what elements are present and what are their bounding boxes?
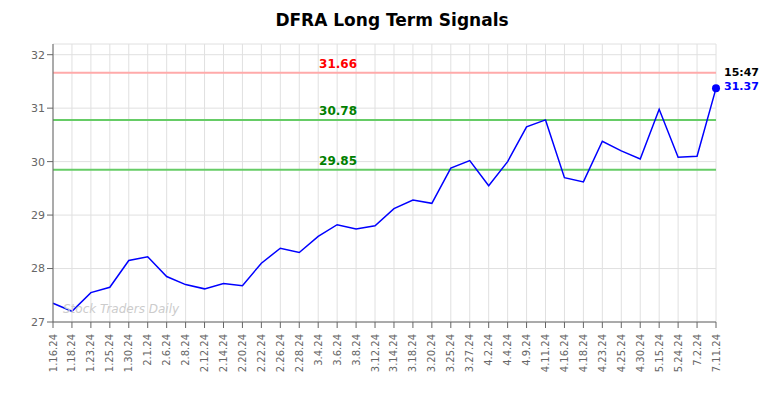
svg-text:32: 32 [31, 49, 45, 62]
svg-text:15:47: 15:47 [724, 66, 759, 79]
svg-text:2.22.24: 2.22.24 [256, 334, 267, 372]
svg-text:2.14.24: 2.14.24 [218, 334, 229, 372]
svg-text:5.15.24: 5.15.24 [654, 334, 665, 372]
svg-text:1.18.24: 1.18.24 [66, 334, 77, 372]
svg-text:2.1.24: 2.1.24 [142, 334, 153, 366]
svg-text:2.6.24: 2.6.24 [161, 334, 172, 366]
svg-text:29.85: 29.85 [319, 154, 357, 168]
svg-text:2.20.24: 2.20.24 [237, 334, 248, 372]
svg-text:3.20.24: 3.20.24 [426, 334, 437, 372]
svg-text:1.30.24: 1.30.24 [123, 334, 134, 372]
svg-text:7.2.24: 7.2.24 [692, 334, 703, 366]
svg-text:31: 31 [31, 102, 45, 115]
svg-text:4.9.24: 4.9.24 [521, 334, 532, 366]
svg-text:3.27.24: 3.27.24 [464, 334, 475, 372]
svg-text:2.12.24: 2.12.24 [199, 334, 210, 372]
html-text:DFRA Long Term Signals: DFRA Long Term Signals [275, 10, 509, 30]
svg-text:3.6.24: 3.6.24 [332, 334, 343, 366]
svg-text:27: 27 [31, 316, 45, 329]
svg-text:4.16.24: 4.16.24 [559, 334, 570, 372]
svg-text:4.2.24: 4.2.24 [483, 334, 494, 366]
svg-text:30: 30 [31, 156, 45, 169]
svg-text:4.23.24: 4.23.24 [597, 334, 608, 372]
svg-text:7.11.24: 7.11.24 [711, 334, 722, 372]
svg-text:1.23.24: 1.23.24 [85, 334, 96, 372]
svg-text:28: 28 [31, 262, 45, 275]
svg-text:4.25.24: 4.25.24 [616, 334, 627, 372]
svg-text:3.14.24: 3.14.24 [388, 334, 399, 372]
html-text:Stock Traders Daily: Stock Traders Daily [63, 302, 180, 316]
svg-text:1.25.24: 1.25.24 [104, 334, 115, 372]
svg-text:4.18.24: 4.18.24 [578, 334, 589, 372]
svg-text:4.11.24: 4.11.24 [540, 334, 551, 372]
svg-text:29: 29 [31, 209, 45, 222]
svg-text:3.12.24: 3.12.24 [370, 334, 381, 372]
svg-text:4.30.24: 4.30.24 [635, 334, 646, 372]
svg-text:31.37: 31.37 [724, 80, 759, 93]
svg-text:4.4.24: 4.4.24 [502, 334, 513, 366]
svg-text:3.4.24: 3.4.24 [313, 334, 324, 366]
svg-text:30.78: 30.78 [319, 104, 357, 118]
svg-text:5.24.24: 5.24.24 [673, 334, 684, 372]
svg-text:2.26.24: 2.26.24 [275, 334, 286, 372]
svg-text:3.18.24: 3.18.24 [407, 334, 418, 372]
svg-text:1.16.24: 1.16.24 [48, 334, 59, 372]
svg-text:31.66: 31.66 [319, 57, 357, 71]
svg-text:2.8.24: 2.8.24 [180, 334, 191, 366]
svg-text:3.8.24: 3.8.24 [351, 334, 362, 366]
svg-text:2.28.24: 2.28.24 [294, 334, 305, 372]
svg-text:3.25.24: 3.25.24 [445, 334, 456, 372]
